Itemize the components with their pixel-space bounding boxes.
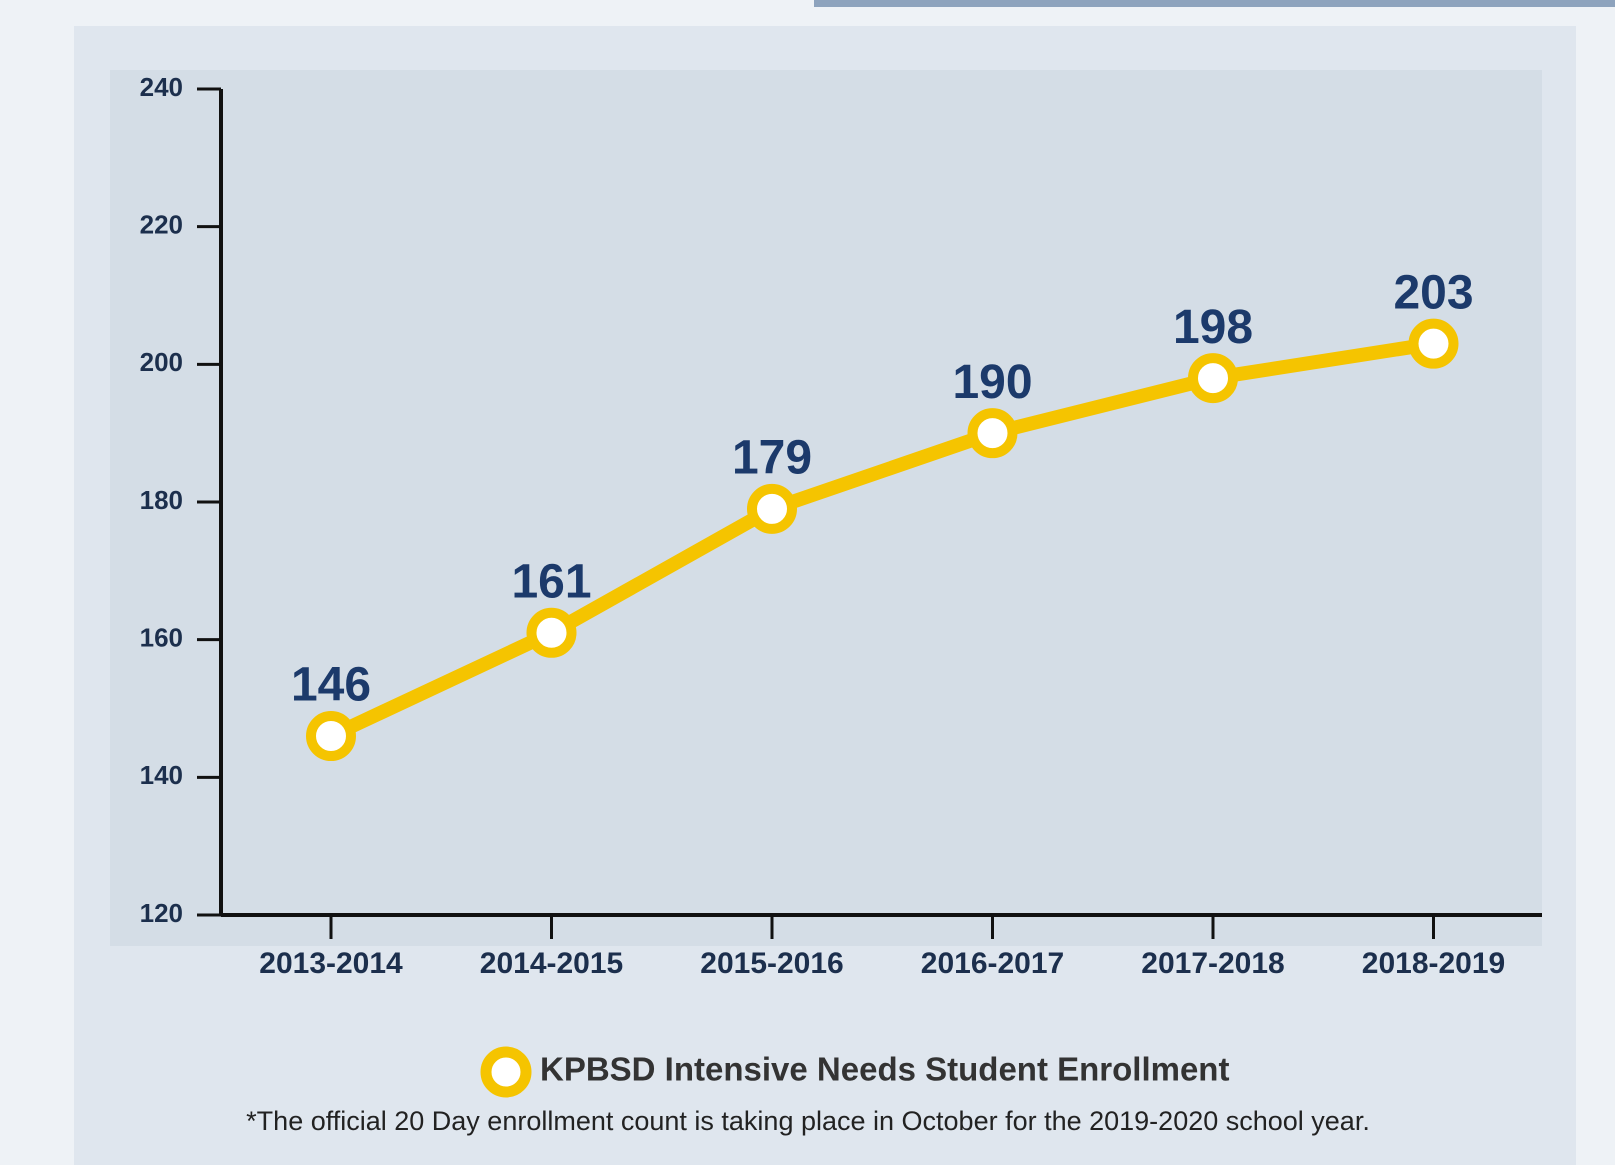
y-tick-label: 240 [140, 72, 183, 102]
x-tick-label: 2016-2017 [921, 947, 1064, 980]
data-point [1188, 353, 1238, 404]
photo-backdrop [110, 70, 1542, 946]
data-label: 179 [732, 432, 812, 485]
y-tick-label: 200 [140, 347, 183, 377]
data-point [526, 607, 577, 658]
x-tick-label: 2015-2016 [700, 947, 843, 980]
series-line [328, 336, 1435, 743]
legend-marker [480, 1046, 532, 1098]
y-tick-label: 220 [140, 210, 183, 240]
data-point [747, 483, 797, 534]
y-tick-label: 180 [140, 485, 183, 515]
data-label: 190 [952, 356, 1032, 409]
top-strip [814, 0, 1615, 7]
data-label: 161 [511, 555, 591, 608]
data-label: 198 [1173, 301, 1253, 354]
data-label: 146 [291, 659, 371, 712]
x-tick-label: 2018-2019 [1362, 947, 1505, 980]
data-point [306, 711, 356, 762]
y-tick-label: 120 [140, 898, 183, 928]
x-tick-label: 2017-2018 [1141, 947, 1284, 980]
data-point [967, 408, 1018, 459]
y-tick-label: 140 [140, 760, 183, 790]
x-tick-label: 2014-2015 [480, 947, 623, 980]
footnote: *The official 20 Day enrollment count is… [246, 1106, 1370, 1136]
data-label: 203 [1393, 266, 1473, 319]
legend-label: KPBSD Intensive Needs Student Enrollment [540, 1051, 1229, 1088]
data-point [1408, 318, 1459, 369]
y-tick-label: 160 [140, 623, 183, 653]
x-tick-label: 2013-2014 [259, 947, 403, 980]
